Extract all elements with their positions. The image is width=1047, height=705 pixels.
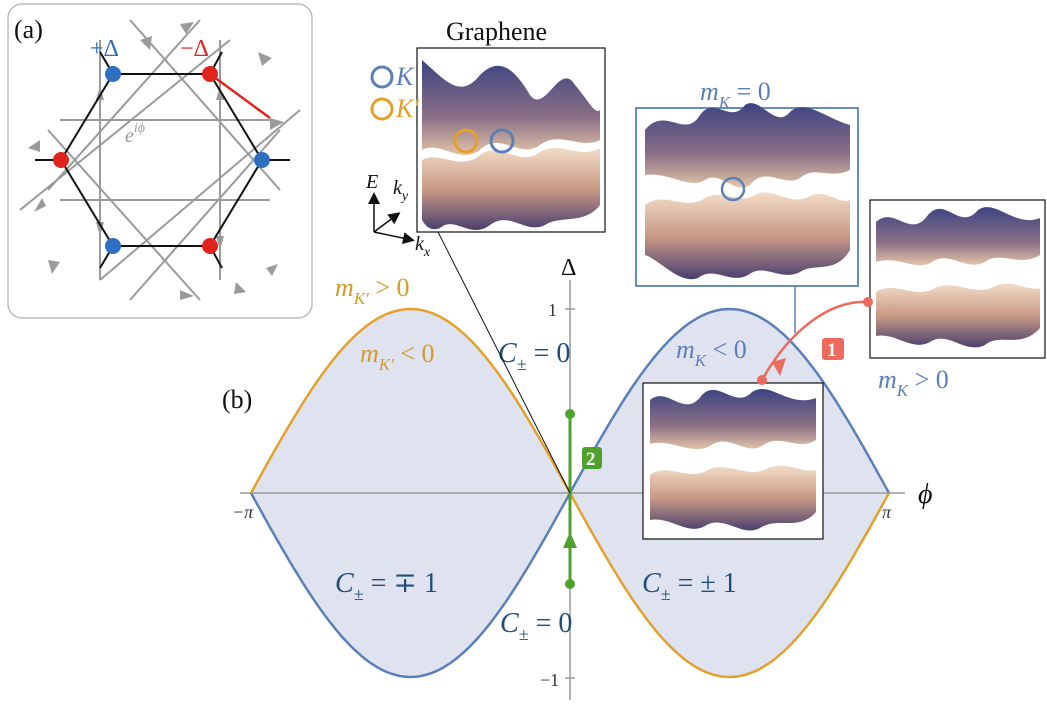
mK-positive-lower-band: [876, 283, 1040, 348]
legend-Kp-label: K′: [395, 94, 419, 123]
plus-delta-label: +Δ: [90, 36, 119, 62]
red-bond: [209, 72, 271, 120]
panel-a: (a): [7, 3, 313, 319]
mKp-lt0-label: mK′ < 0: [360, 339, 435, 374]
phase-label: eiϕ: [125, 121, 145, 147]
site-plus-top: [105, 66, 121, 82]
site-plus-bottom: [105, 238, 121, 254]
mK-positive-upper-band: [876, 207, 1040, 266]
graphene-pointer: [436, 229, 571, 494]
mK-zero-lower-band: [645, 192, 850, 280]
chern-left: C± = ∓ 1: [335, 568, 438, 604]
site-plus-right: [254, 152, 270, 168]
tick-label-minus-pi: −π: [232, 502, 254, 522]
mK-positive-inset: [869, 199, 1046, 359]
badge-1-label: 1: [827, 340, 837, 361]
graphene-lower-band: [422, 148, 600, 230]
legend-K-label: K: [395, 62, 415, 91]
legend-Kp-icon: [370, 97, 394, 121]
panel-b-label: (b): [222, 385, 252, 414]
tick-label-minus-one: −1: [540, 670, 559, 690]
path-1-end: [863, 297, 873, 307]
mK-lt0-label: mK < 0: [676, 335, 747, 370]
panel-a-frame: [7, 3, 313, 319]
minus-delta-label: −Δ: [180, 36, 209, 62]
path-1-arrowhead: [772, 358, 786, 376]
tick-label-pi: π: [882, 502, 892, 522]
mK-negative-lower-band: [650, 465, 816, 531]
ky-axis-arrow: [373, 212, 401, 233]
path-2: 2: [563, 409, 602, 589]
kx-axis-arrow: [373, 231, 415, 245]
path-1: 1: [757, 297, 873, 385]
graphene-inset: Graphene K K′ E ky kx: [365, 17, 606, 494]
site-minus-bottom: [202, 238, 218, 254]
panel-a-label: (a): [14, 15, 43, 44]
path-1-curve: [760, 300, 869, 381]
mKp-gt0-label: mK′ > 0: [335, 273, 410, 308]
badge-1: [822, 338, 844, 360]
E-axis-label: E: [365, 171, 378, 193]
K-marker: [489, 128, 515, 154]
mK-zero-inset: [635, 103, 859, 333]
badge-2: [582, 447, 602, 469]
graphene-title: Graphene: [446, 17, 547, 46]
mK-zero-upper-band: [645, 103, 850, 188]
kx-axis-label: kx: [415, 233, 431, 260]
mK-negative-upper-band: [650, 388, 816, 450]
mK-zero-K-marker: [720, 176, 746, 202]
path-1-start: [757, 375, 767, 385]
badge-2-label: 2: [586, 449, 596, 470]
site-minus-left: [53, 152, 69, 168]
hopping-arrowheads: [28, 22, 284, 300]
tick-label-plus-one: 1: [548, 300, 557, 320]
chern-bottom: C± = 0: [500, 608, 572, 644]
ky-axis-label: ky: [393, 177, 409, 204]
mK-negative-inset: [642, 382, 824, 540]
Kp-marker: [453, 128, 479, 154]
chern-top: C± = 0: [498, 338, 570, 374]
phi-axis-label: ϕ: [918, 479, 933, 510]
delta-axis-label: Δ: [561, 255, 576, 281]
mK-gt0-label: mK > 0: [878, 365, 949, 400]
site-minus-top: [202, 66, 218, 82]
chern-right: C± = ± 1: [642, 568, 737, 604]
legend-K-icon: [370, 65, 394, 89]
